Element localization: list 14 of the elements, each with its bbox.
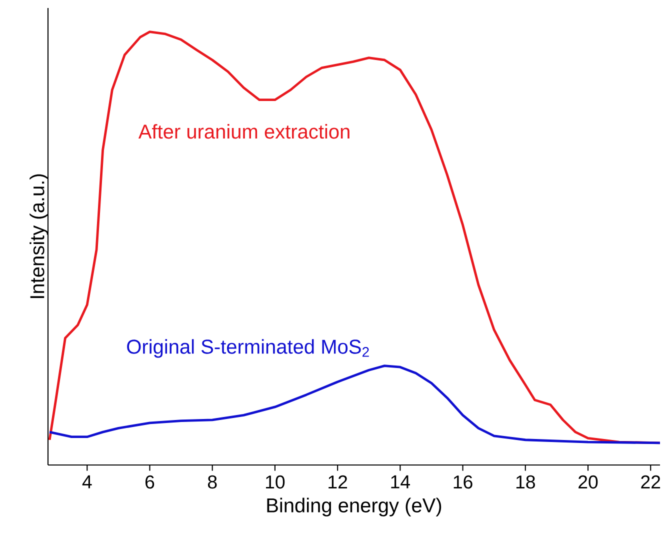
- series-label: After uranium extraction: [138, 124, 350, 139]
- x-axis-title: Binding energy (eV): [267, 498, 442, 516]
- x-tick-label: 10: [266, 475, 285, 489]
- x-tick-label: 20: [578, 475, 598, 489]
- x-tick-label: 22: [641, 475, 660, 488]
- x-tick-label: 16: [454, 475, 472, 489]
- x-tick-label: 8: [208, 475, 217, 489]
- x-tick-label: 14: [391, 475, 410, 488]
- x-tick-label: 12: [328, 475, 348, 488]
- y-axis-title: Intensity (a.u.): [30, 174, 48, 298]
- x-tick-label: 6: [145, 475, 154, 489]
- x-tick-label: 4: [82, 475, 92, 488]
- x-tick-label: 18: [516, 475, 535, 489]
- series-label: Original S-terminated MoS$_{2}$: [127, 339, 369, 358]
